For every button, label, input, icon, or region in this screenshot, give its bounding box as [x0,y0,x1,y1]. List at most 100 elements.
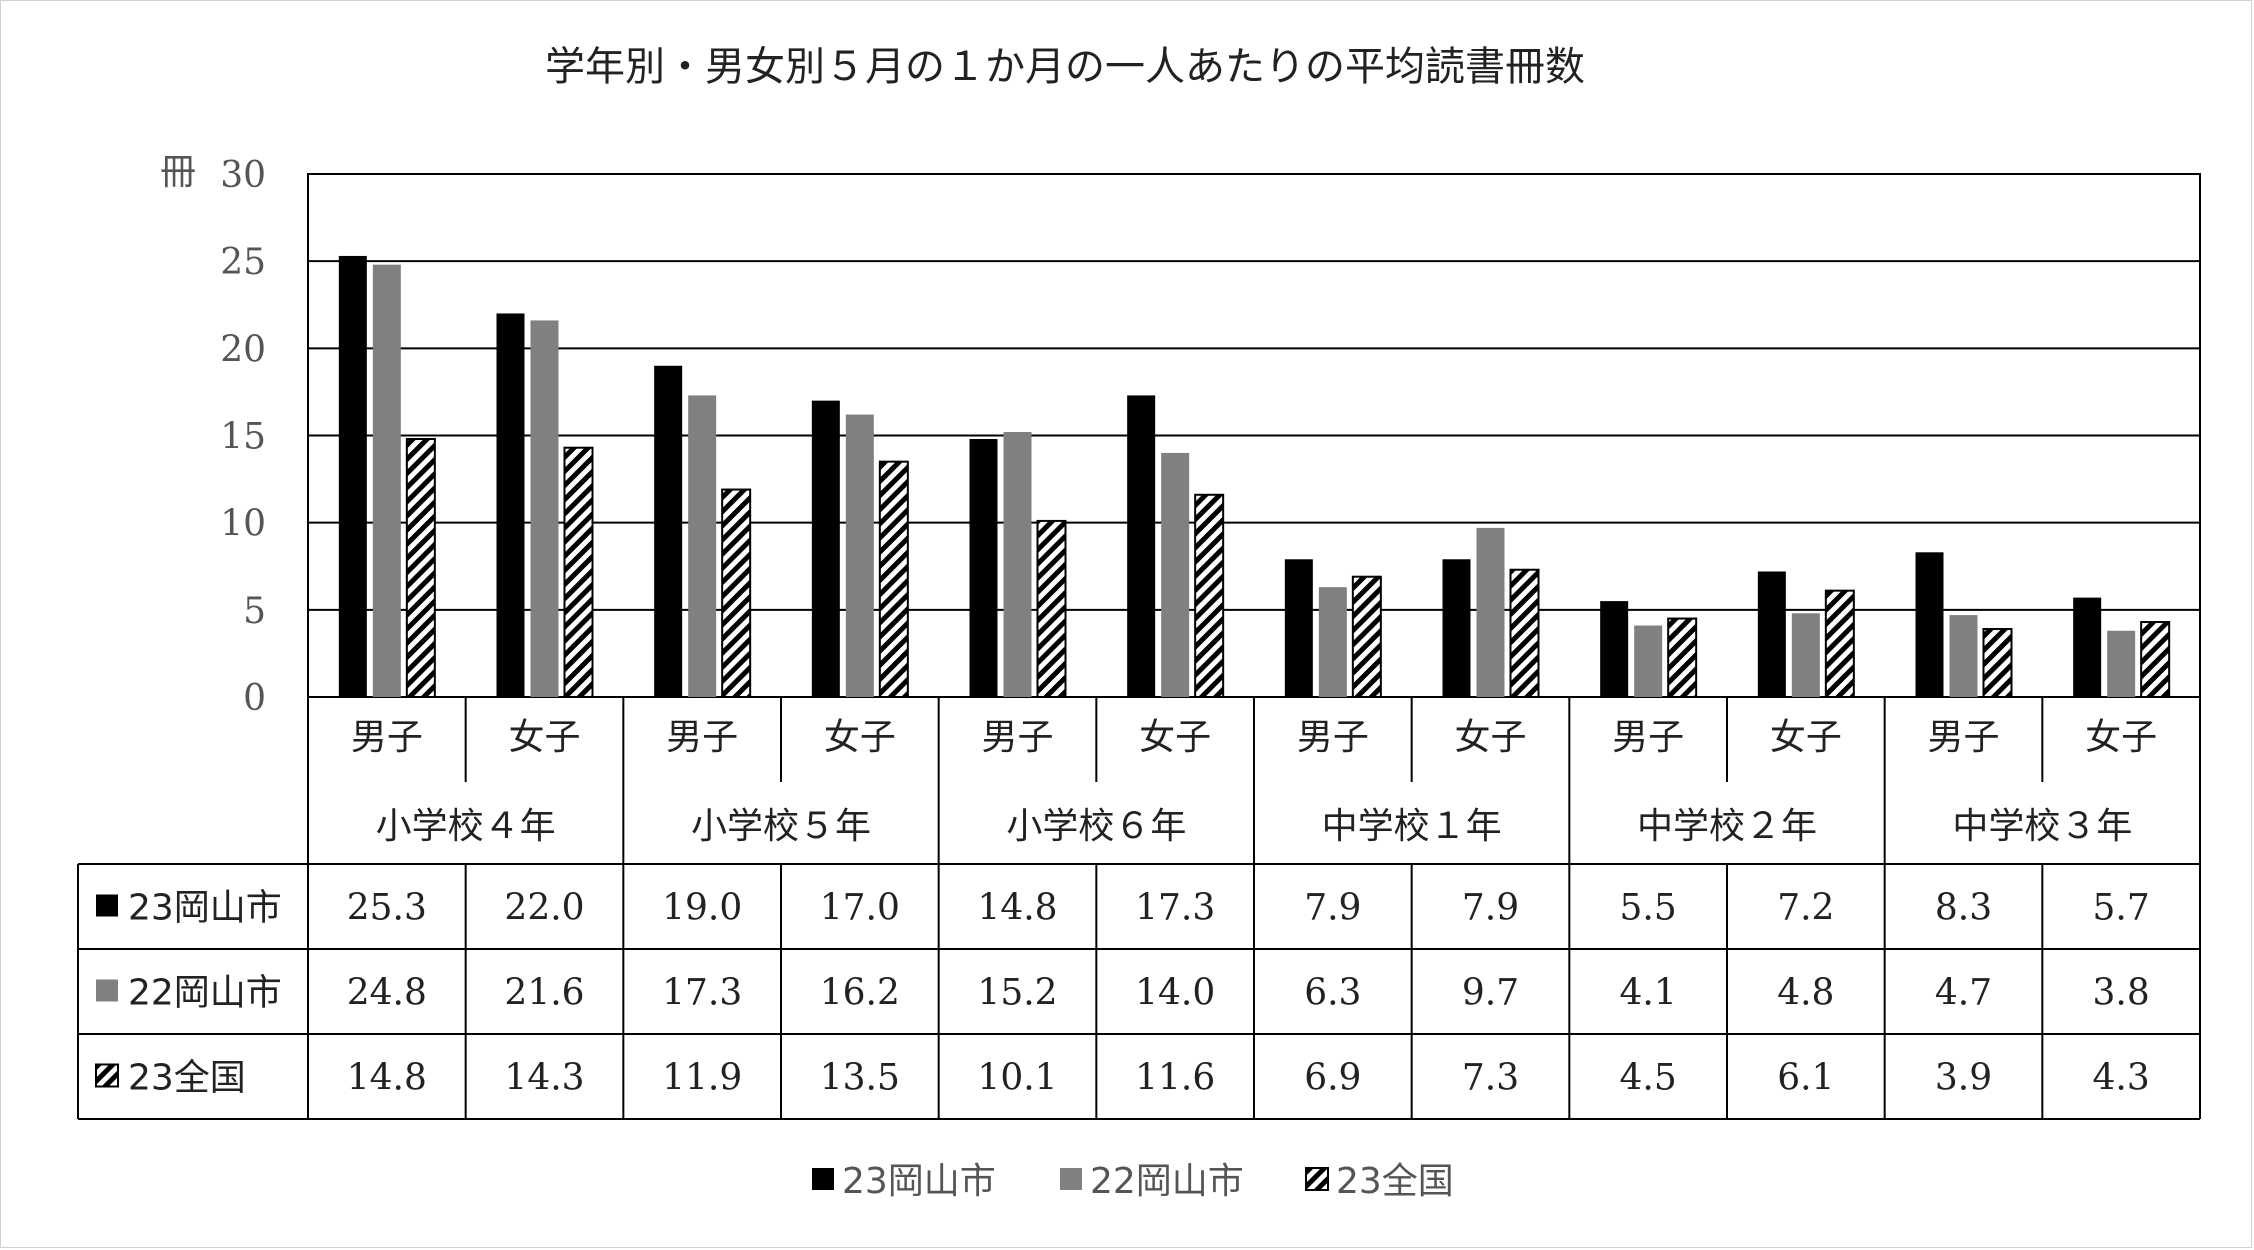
legend-swatch [812,1168,834,1190]
data-label: 3.8 [2093,973,2150,1014]
data-label: 19.0 [662,888,742,929]
category-label: 男子 [666,717,738,758]
bar-1-6 [1127,395,1156,697]
data-label: 14.0 [1135,973,1215,1014]
category-label: 女子 [508,717,580,758]
y-tick-label: 20 [220,329,266,370]
y-tick-label: 15 [220,417,266,458]
category-label: 女子 [1139,717,1211,758]
group-label: 中学校２年 [1637,806,1817,847]
data-label: 5.5 [1620,888,1677,929]
legend-label: 22岡山市 [1090,1161,1244,1202]
data-label: 17.3 [662,973,742,1014]
data-label: 8.3 [1935,888,1992,929]
bar-3-10 [1824,589,1855,699]
legend-swatch [1305,1167,1329,1191]
y-tick-label: 10 [220,504,266,545]
bar-3-1 [405,437,436,698]
category-label: 女子 [824,717,896,758]
data-label: 6.3 [1304,973,1361,1014]
bar-2-9 [1634,625,1663,697]
bar-1-5 [969,438,998,697]
bar-1-1 [338,255,367,698]
bar-1-7 [1284,559,1313,697]
group-label: 小学校４年 [376,806,556,847]
data-label: 7.9 [1462,888,1519,929]
bar-1-2 [496,313,525,697]
bar-1-3 [654,365,683,697]
bar-2-5 [1003,432,1032,697]
data-label: 4.1 [1620,973,1677,1014]
legend-swatch [1060,1168,1082,1190]
data-label: 5.7 [2093,888,2150,929]
data-label: 9.7 [1462,973,1519,1014]
data-label: 4.3 [2093,1058,2150,1099]
data-label: 6.1 [1777,1058,1834,1099]
data-label: 21.6 [504,973,584,1014]
bar-2-8 [1476,527,1505,697]
table-row-header: 23全国 [128,1058,246,1099]
y-axis-unit-label: 冊 [160,152,196,193]
bar-1-8 [1442,559,1471,697]
group-label: 中学校１年 [1322,806,1502,847]
data-label: 17.3 [1135,888,1215,929]
bar-3-2 [563,446,594,698]
data-label: 14.8 [347,1058,427,1099]
bar-2-2 [530,320,559,697]
data-label: 14.8 [977,888,1057,929]
bar-3-8 [1509,568,1540,699]
bar-2-3 [688,395,717,697]
bar-3-4 [878,460,909,698]
data-label: 4.5 [1620,1058,1677,1099]
table-row-swatch [95,1063,119,1088]
bar-1-4 [811,400,840,697]
bar-3-11 [1982,628,2013,699]
y-tick-label: 25 [220,242,266,283]
category-label: 男子 [351,717,423,758]
category-label: 女子 [2085,717,2157,758]
bar-2-1 [372,264,401,697]
bar-3-7 [1351,575,1382,699]
bar-3-3 [721,488,752,698]
data-label: 16.2 [820,973,900,1014]
data-label: 10.1 [977,1058,1057,1099]
data-label: 6.9 [1304,1058,1361,1099]
group-label: 中学校３年 [1952,806,2132,847]
group-label: 小学校５年 [691,806,871,847]
legend-label: 23岡山市 [842,1161,996,1202]
data-label: 15.2 [977,973,1057,1014]
legend-label: 23全国 [1336,1161,1454,1202]
table-row-swatch [96,979,118,1002]
bar-1-12 [2073,597,2102,697]
data-label: 14.3 [504,1058,584,1099]
bar-3-6 [1194,493,1225,699]
bar-2-11 [1949,615,1978,697]
data-label: 13.5 [820,1058,900,1099]
bar-2-4 [845,414,874,697]
category-label: 男子 [1612,717,1684,758]
table-row-swatch [96,894,118,917]
bar-3-12 [2140,621,2171,699]
category-label: 女子 [1770,717,1842,758]
bar-2-10 [1791,613,1820,697]
bar-1-9 [1600,601,1629,697]
category-label: 男子 [981,717,1053,758]
group-label: 小学校６年 [1006,806,1186,847]
data-label: 7.2 [1777,888,1834,929]
data-label: 11.6 [1135,1058,1215,1099]
bar-3-9 [1667,617,1698,698]
y-tick-label: 0 [243,678,266,719]
bar-1-11 [1915,552,1944,697]
category-label: 女子 [1454,717,1526,758]
bar-2-12 [2107,630,2136,697]
bar-2-7 [1318,587,1347,697]
data-label: 4.8 [1777,973,1834,1014]
chart-title: 学年別・男女別５月の１か月の一人あたりの平均読書冊数 [545,44,1585,90]
data-label: 24.8 [347,973,427,1014]
data-label: 17.0 [820,888,900,929]
table-row-header: 22岡山市 [128,973,282,1014]
data-label: 7.3 [1462,1058,1519,1099]
data-label: 22.0 [504,888,584,929]
bar-1-10 [1757,571,1786,697]
